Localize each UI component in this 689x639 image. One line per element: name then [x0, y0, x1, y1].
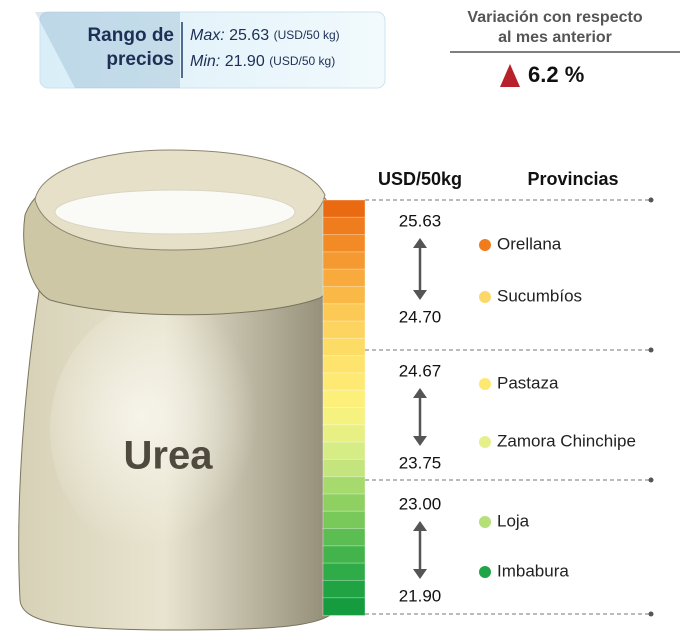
- min-unit: (USD/50 kg): [269, 54, 335, 68]
- price-low: 23.75: [399, 453, 442, 472]
- scale-segment: [323, 408, 365, 426]
- max-value: 25.63: [229, 27, 269, 44]
- min-line: Min: 21.90 (USD/50 kg): [190, 53, 335, 70]
- scale-segment: [323, 373, 365, 391]
- arrow-head: [413, 290, 427, 300]
- province-name: Orellana: [497, 234, 562, 253]
- min-label: Min:: [190, 53, 220, 70]
- max-unit: (USD/50 kg): [274, 28, 340, 42]
- price-high: 23.00: [399, 494, 442, 513]
- scale-segment: [323, 217, 365, 235]
- scale-segment: [323, 235, 365, 253]
- scale-segment: [323, 252, 365, 270]
- arrow-head: [413, 388, 427, 398]
- separator-dot: [649, 478, 654, 483]
- province-dot: [479, 291, 491, 303]
- min-value: 21.90: [225, 53, 265, 70]
- province-name: Pastaza: [497, 373, 559, 392]
- province-name: Imbabura: [497, 561, 569, 580]
- province-name: Sucumbíos: [497, 286, 582, 305]
- range-label: precios: [106, 49, 174, 70]
- price-high: 25.63: [399, 211, 442, 230]
- urea-granules: [55, 190, 295, 234]
- canvas: Rango de precios Max: 25.63 (USD/50 kg) …: [0, 0, 689, 639]
- variation-title: Variación con respecto: [467, 9, 642, 26]
- max-label: Max:: [190, 27, 225, 44]
- range-label: Rango de: [87, 25, 174, 46]
- scale-segment: [323, 563, 365, 581]
- price-range-box: Rango de precios Max: 25.63 (USD/50 kg) …: [35, 12, 385, 88]
- province-dot: [479, 516, 491, 528]
- province-dot: [479, 436, 491, 448]
- scale-segment: [323, 494, 365, 512]
- scale-segment: [323, 321, 365, 339]
- scale-segment: [323, 459, 365, 477]
- arrow-head: [413, 436, 427, 446]
- scale-segment: [323, 425, 365, 443]
- province-name: Loja: [497, 511, 530, 530]
- arrow-head: [413, 238, 427, 248]
- province-name: Zamora Chinchipe: [497, 431, 636, 450]
- price-low: 21.90: [399, 586, 442, 605]
- variation-value: 6.2 %: [528, 62, 584, 87]
- scale-segment: [323, 529, 365, 547]
- sack-sheen: [50, 300, 280, 560]
- separator-dot: [649, 612, 654, 617]
- up-triangle: [500, 64, 520, 87]
- scale-segment: [323, 390, 365, 408]
- product-label: Urea: [124, 434, 214, 478]
- province-dot: [479, 566, 491, 578]
- province-dot: [479, 378, 491, 390]
- scale-segment: [323, 356, 365, 374]
- sack: Urea: [19, 150, 343, 630]
- scale-segment: [323, 598, 365, 616]
- scale-segment: [323, 304, 365, 322]
- price-high: 24.67: [399, 361, 442, 380]
- scale-segment: [323, 511, 365, 529]
- scale-segment: [323, 200, 365, 218]
- arrow-head: [413, 569, 427, 579]
- max-line: Max: 25.63 (USD/50 kg): [190, 27, 340, 44]
- variation-title: al mes anterior: [498, 29, 612, 46]
- arrow-head: [413, 521, 427, 531]
- province-dot: [479, 239, 491, 251]
- column-header: USD/50kg: [378, 169, 462, 189]
- scale-segment: [323, 546, 365, 564]
- scale-segment: [323, 286, 365, 304]
- variation: Variación con respecto al mes anterior 6…: [450, 9, 680, 87]
- scale-segment: [323, 477, 365, 495]
- price-low: 24.70: [399, 307, 442, 326]
- infographic: Rango de precios Max: 25.63 (USD/50 kg) …: [0, 0, 689, 639]
- scale-segment: [323, 269, 365, 287]
- separator-dot: [649, 348, 654, 353]
- scale-segment: [323, 580, 365, 598]
- column-header: Provincias: [527, 169, 618, 189]
- separator-dot: [649, 198, 654, 203]
- scale-segment: [323, 338, 365, 356]
- scale-segment: [323, 442, 365, 460]
